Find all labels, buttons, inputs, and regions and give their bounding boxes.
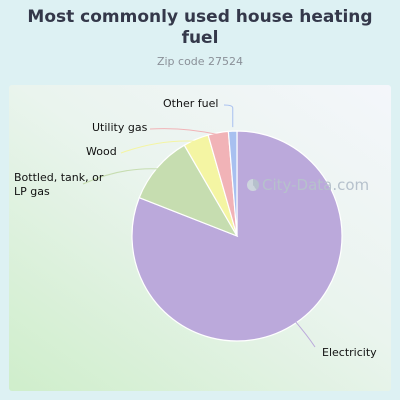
leader-line <box>223 104 234 128</box>
pie-chart: Electricity Bottled, tank, or LP gas Wood Ut… <box>14 97 377 359</box>
chart-panel: Electricity Bottled, tank, or LP gas Wood Ut… <box>9 85 391 391</box>
slice-label: Utility gas <box>92 121 148 134</box>
slice-label: Wood <box>86 145 117 158</box>
leader-line <box>120 140 197 154</box>
slice-label: Other fuel <box>163 97 218 110</box>
leader-line <box>149 128 219 136</box>
slice-label: Bottled, tank, or LP gas <box>14 171 104 198</box>
city-data-logo-icon <box>247 179 259 191</box>
leader-line <box>82 168 159 185</box>
pie-slice-other-fuel[interactable] <box>227 130 238 237</box>
pie-slice-bottled-tank-or-lp-gas[interactable] <box>138 144 239 238</box>
watermark-text: City-Data.com <box>262 176 370 194</box>
slice-label: Electricity <box>322 346 377 359</box>
chart-subtitle: Zip code 27524 <box>156 55 244 68</box>
leader-line <box>294 320 316 348</box>
watermark: City-Data.com <box>247 176 369 194</box>
chart-title: Most commonly used house heating fuel <box>27 7 373 48</box>
